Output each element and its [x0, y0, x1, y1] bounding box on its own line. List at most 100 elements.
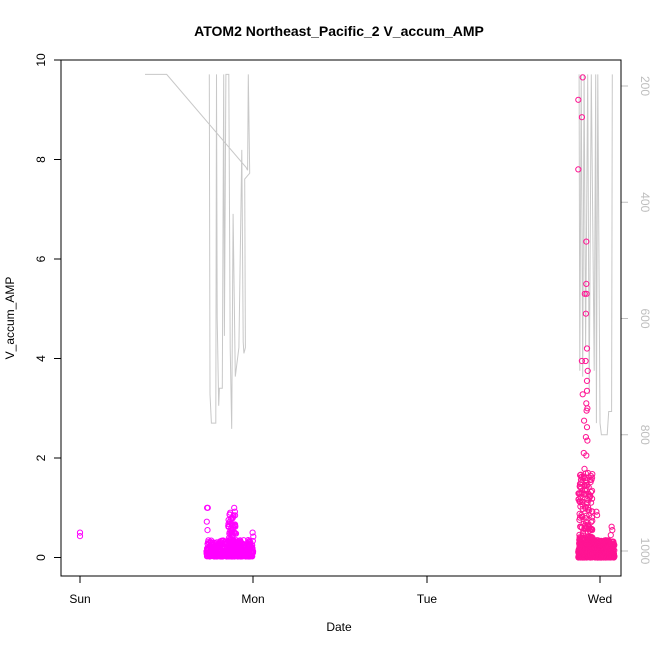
data-point — [583, 424, 591, 431]
data-point — [596, 545, 604, 553]
data-point — [579, 391, 586, 398]
data-point — [208, 542, 215, 549]
data-point — [249, 529, 256, 536]
pressure-line-layer — [145, 73, 613, 436]
data-point — [582, 310, 590, 317]
data-point — [581, 290, 588, 297]
data-point — [576, 534, 583, 541]
data-point — [584, 367, 591, 374]
data-point — [211, 553, 218, 560]
data-point — [577, 523, 584, 530]
data-point — [249, 549, 256, 556]
data-point — [607, 532, 614, 539]
data-point — [593, 508, 600, 515]
x-tick-label: Sun — [69, 592, 90, 606]
data-point — [231, 521, 239, 528]
data-point — [576, 514, 584, 521]
data-point — [578, 544, 585, 551]
data-point — [225, 549, 232, 556]
data-point — [608, 523, 615, 530]
data-point — [583, 547, 590, 555]
data-point — [581, 417, 588, 424]
data-point — [204, 504, 211, 511]
data-point — [589, 471, 596, 478]
data-point — [583, 290, 590, 297]
data-point — [609, 527, 616, 534]
data-point — [583, 387, 591, 394]
data-point — [249, 537, 256, 545]
pressure-line-segment — [145, 73, 251, 429]
data-point — [577, 547, 584, 555]
y2-tick-label: 200 — [638, 76, 650, 96]
data-point — [577, 554, 584, 561]
data-point — [575, 554, 582, 561]
data-point — [228, 536, 235, 543]
data-point — [586, 544, 594, 552]
data-point — [582, 357, 589, 365]
data-point — [231, 504, 238, 511]
data-point — [203, 518, 210, 525]
data-point — [582, 434, 590, 441]
data-point — [575, 166, 582, 173]
data-point — [581, 482, 588, 489]
chart-title: ATOM2 Northeast_Pacific_2 V_accum_AMP — [194, 23, 484, 39]
y-axis-label: V_accum_AMP — [3, 277, 17, 360]
y2-tick-label: 1000 — [638, 538, 650, 565]
data-point — [606, 546, 613, 554]
data-point — [583, 238, 590, 245]
x-tick-label: Tue — [417, 592, 438, 606]
data-point — [595, 553, 602, 560]
data-point — [76, 533, 84, 540]
data-point — [594, 512, 601, 519]
x-axis-label: Date — [326, 620, 352, 634]
data-point — [217, 539, 224, 546]
data-point — [585, 490, 592, 497]
data-point — [580, 527, 587, 535]
data-point — [250, 533, 257, 540]
y2-tick-label: 600 — [638, 308, 650, 328]
data-point — [583, 535, 590, 543]
data-point — [589, 487, 596, 494]
data-point — [583, 512, 590, 519]
data-point — [584, 437, 591, 444]
data-point — [235, 551, 242, 558]
data-point — [221, 552, 228, 559]
data-point — [583, 345, 591, 352]
data-point — [580, 449, 587, 457]
data-point — [204, 527, 211, 534]
data-point — [582, 515, 590, 522]
data-point — [225, 520, 232, 528]
data-point — [589, 545, 596, 552]
data-point — [589, 534, 596, 541]
plot-frame — [60, 59, 622, 577]
axes-layer: Sun Mon Tue Wed 0 2 4 6 8 10 200 400 600 800 1000 — [34, 53, 650, 606]
data-point — [579, 530, 586, 537]
points-layer — [76, 74, 618, 561]
data-point — [579, 74, 586, 81]
data-point — [583, 280, 590, 287]
y-tick-label: 4 — [34, 355, 48, 362]
data-point — [232, 530, 240, 537]
data-point — [585, 504, 592, 511]
data-point — [577, 535, 584, 542]
data-point — [231, 508, 238, 515]
data-point — [606, 550, 613, 557]
data-point — [601, 537, 608, 544]
y-tick-label: 10 — [34, 53, 48, 67]
data-point — [212, 544, 219, 552]
y-tick-label: 8 — [34, 156, 48, 163]
data-point — [576, 510, 583, 518]
data-point — [578, 114, 586, 121]
y2-tick-label: 400 — [638, 192, 650, 212]
data-point — [227, 515, 234, 522]
y-tick-label: 0 — [34, 554, 48, 561]
y2-tick-label: 800 — [638, 425, 650, 445]
data-point — [231, 548, 238, 555]
data-point — [583, 377, 591, 384]
data-point — [589, 517, 596, 524]
data-point — [243, 552, 250, 559]
data-point — [588, 514, 596, 521]
data-point — [232, 523, 239, 530]
data-point — [583, 400, 590, 407]
